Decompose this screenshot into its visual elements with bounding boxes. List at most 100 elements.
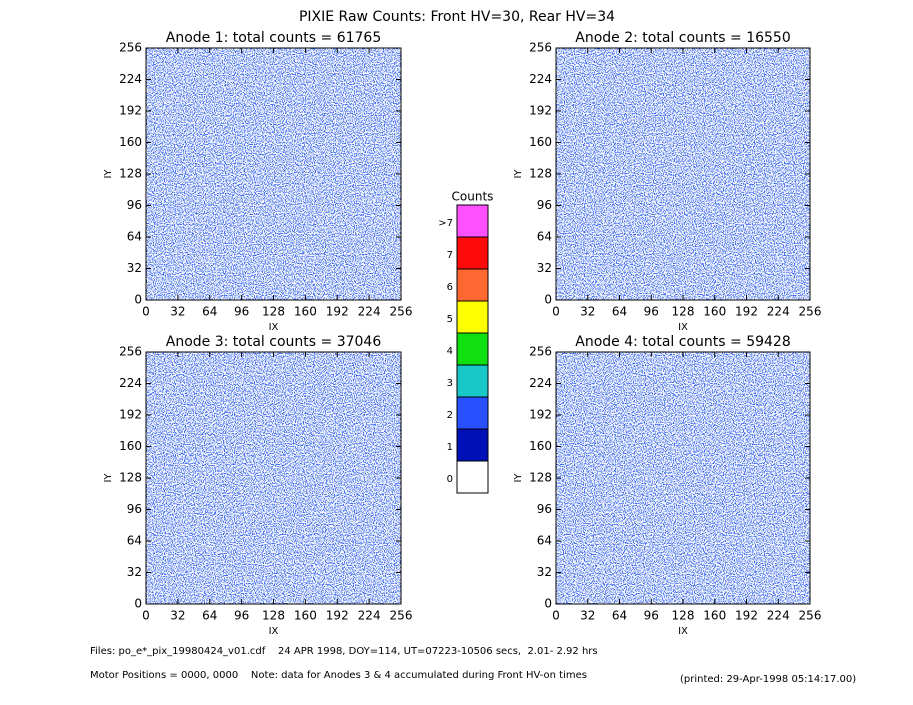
colorbar-title: Counts <box>452 190 494 204</box>
y-axis-label: IY <box>103 473 114 483</box>
footer-motor: Motor Positions = 0000, 0000 Note: data … <box>90 670 587 681</box>
y-tick-label: 256 <box>529 41 552 55</box>
heatmap-texture <box>556 48 810 300</box>
y-tick-label: 128 <box>529 471 552 485</box>
x-tick-label: 96 <box>234 609 249 623</box>
x-tick-label: 160 <box>703 609 726 623</box>
colorbar-swatch <box>456 268 489 302</box>
colorbar-swatch <box>456 236 489 270</box>
x-tick-label: 192 <box>735 305 758 319</box>
colorbar-label: 4 <box>447 346 453 357</box>
colorbar-label: 1 <box>447 442 453 453</box>
y-tick-label: 160 <box>119 135 142 149</box>
y-tick-label: 224 <box>119 72 142 86</box>
y-axis-label: IY <box>103 169 114 179</box>
y-tick-label: 0 <box>134 293 142 307</box>
y-tick-label: 96 <box>537 502 552 516</box>
y-tick-label: 128 <box>119 471 142 485</box>
y-tick-label: 256 <box>529 345 552 359</box>
x-tick-label: 160 <box>703 305 726 319</box>
y-tick-label: 0 <box>544 597 552 611</box>
x-tick-label: 192 <box>326 305 349 319</box>
x-tick-label: 128 <box>262 609 285 623</box>
x-tick-label: 224 <box>358 305 381 319</box>
heatmap-texture <box>146 48 401 300</box>
y-tick-label: 224 <box>119 376 142 390</box>
y-tick-label: 32 <box>537 565 552 579</box>
y-tick-label: 192 <box>529 408 552 422</box>
heatmap-texture <box>556 352 810 604</box>
x-tick-label: 0 <box>552 609 560 623</box>
y-tick-label: 0 <box>134 597 142 611</box>
x-axis-label: IX <box>269 322 279 333</box>
y-tick-label: 224 <box>529 72 552 86</box>
x-tick-label: 256 <box>799 609 822 623</box>
x-tick-label: 64 <box>202 609 217 623</box>
x-tick-label: 64 <box>202 305 217 319</box>
x-tick-label: 160 <box>294 609 317 623</box>
y-tick-label: 32 <box>537 261 552 275</box>
y-tick-label: 64 <box>537 534 552 548</box>
x-tick-label: 32 <box>170 609 185 623</box>
x-tick-label: 128 <box>672 305 695 319</box>
y-tick-label: 160 <box>529 135 552 149</box>
y-tick-label: 96 <box>127 198 142 212</box>
x-tick-label: 224 <box>358 609 381 623</box>
colorbar-swatch <box>456 396 489 430</box>
colorbar-label: 5 <box>447 314 453 325</box>
x-tick-label: 32 <box>580 305 595 319</box>
y-tick-label: 32 <box>127 565 142 579</box>
y-tick-label: 64 <box>127 534 142 548</box>
x-tick-label: 96 <box>234 305 249 319</box>
heatmap-texture <box>146 352 401 604</box>
x-tick-label: 0 <box>142 305 150 319</box>
x-tick-label: 64 <box>612 305 627 319</box>
y-tick-label: 256 <box>119 345 142 359</box>
y-tick-label: 128 <box>529 167 552 181</box>
x-tick-label: 128 <box>262 305 285 319</box>
x-tick-label: 192 <box>326 609 349 623</box>
x-tick-label: 192 <box>735 609 758 623</box>
plot-title: Anode 3: total counts = 37046 <box>166 334 382 350</box>
x-tick-label: 96 <box>644 305 659 319</box>
x-tick-label: 64 <box>612 609 627 623</box>
colorbar-label: 2 <box>447 410 453 421</box>
colorbar-swatch <box>456 332 489 366</box>
page-title: PIXIE Raw Counts: Front HV=30, Rear HV=3… <box>299 9 615 25</box>
colorbar-swatch <box>456 204 489 238</box>
y-tick-label: 160 <box>119 439 142 453</box>
colorbar-label: 3 <box>447 378 453 389</box>
y-tick-label: 64 <box>127 230 142 244</box>
colorbar-label: 6 <box>447 282 453 293</box>
colorbar-swatch <box>456 300 489 334</box>
plot-title: Anode 2: total counts = 16550 <box>575 30 790 46</box>
x-axis-label: IX <box>678 626 688 637</box>
x-tick-label: 128 <box>672 609 695 623</box>
x-axis-label: IX <box>269 626 279 637</box>
x-tick-label: 160 <box>294 305 317 319</box>
y-tick-label: 192 <box>529 104 552 118</box>
x-tick-label: 0 <box>552 305 560 319</box>
x-tick-label: 32 <box>170 305 185 319</box>
y-tick-label: 192 <box>119 104 142 118</box>
x-tick-label: 224 <box>767 609 790 623</box>
x-tick-label: 256 <box>799 305 822 319</box>
x-axis-label: IX <box>678 322 688 333</box>
y-tick-label: 256 <box>119 41 142 55</box>
colorbar-swatch <box>456 364 489 398</box>
x-tick-label: 256 <box>390 305 413 319</box>
x-tick-label: 96 <box>644 609 659 623</box>
x-tick-label: 256 <box>390 609 413 623</box>
y-tick-label: 128 <box>119 167 142 181</box>
y-tick-label: 96 <box>537 198 552 212</box>
x-tick-label: 32 <box>580 609 595 623</box>
colorbar-swatch <box>456 428 489 462</box>
y-axis-label: IY <box>513 473 524 483</box>
x-tick-label: 0 <box>142 609 150 623</box>
y-tick-label: 32 <box>127 261 142 275</box>
plot-title: Anode 1: total counts = 61765 <box>166 30 381 46</box>
colorbar-swatch <box>456 460 489 494</box>
y-tick-label: 192 <box>119 408 142 422</box>
footer-printed: (printed: 29-Apr-1998 05:14:17.00) <box>680 674 856 685</box>
